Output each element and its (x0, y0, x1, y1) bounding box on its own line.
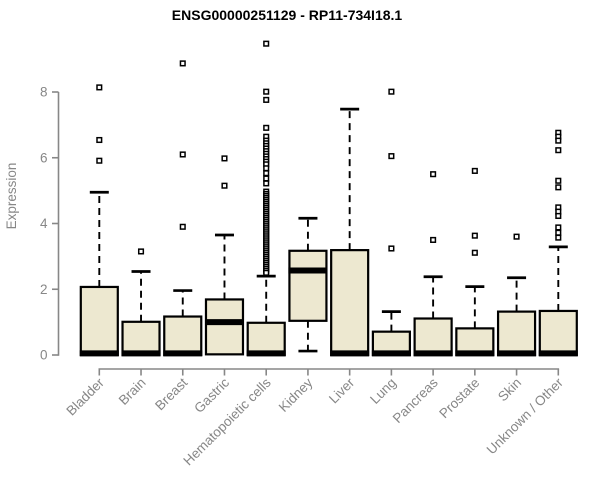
outlier-point (137, 248, 145, 255)
outlier-point (221, 155, 228, 162)
x-tick-label: Liver (326, 375, 358, 407)
outlier-point (430, 236, 437, 243)
box-group (538, 129, 578, 357)
outlier-point (388, 245, 395, 252)
y-tick-label: 8 (40, 85, 48, 100)
outlier-point (179, 60, 186, 67)
box-group (496, 233, 537, 357)
outlier-point (263, 269, 270, 276)
iqr-box (538, 309, 578, 357)
box-group (163, 60, 203, 357)
outlier-point (96, 84, 103, 91)
outlier-point (430, 171, 437, 178)
iqr-box (79, 285, 119, 357)
outlier-point (555, 234, 562, 241)
box-group (204, 155, 245, 356)
x-tick-label: Lung (367, 375, 399, 407)
y-tick-label: 0 (40, 348, 48, 363)
outlier-point (555, 137, 562, 144)
outlier-point (263, 96, 270, 103)
iqr-box (246, 321, 286, 357)
box-group (288, 216, 328, 353)
y-tick-label: 6 (40, 150, 48, 165)
y-axis-label: Expression (4, 163, 19, 230)
iqr-box (413, 317, 453, 357)
iqr-box (330, 249, 370, 357)
outlier-point (471, 232, 478, 239)
box-group (246, 40, 286, 357)
box-group (79, 84, 119, 357)
outlier-point (555, 147, 562, 154)
box-group (455, 167, 495, 357)
x-tick-label: Bladder (63, 375, 107, 419)
outlier-point (263, 180, 270, 187)
x-tick-label: Skin (495, 375, 524, 404)
y-tick-label: 2 (40, 282, 48, 297)
outlier-point (555, 184, 562, 191)
iqr-box (288, 249, 328, 322)
iqr-box (204, 298, 245, 356)
outlier-point (263, 165, 270, 172)
iqr-box (163, 315, 203, 357)
x-tick-label: Breast (152, 375, 190, 413)
x-tick-label: Gastric (191, 375, 232, 416)
x-tick-label: Prostate (436, 375, 482, 421)
outlier-point (471, 167, 478, 174)
chart-title: ENSG00000251129 - RP11-734I18.1 (172, 7, 403, 23)
outlier-point (555, 229, 562, 236)
x-tick-label: Pancreas (390, 375, 441, 426)
iqr-box (496, 310, 537, 357)
y-tick-label: 4 (40, 216, 48, 231)
outlier-point (96, 136, 103, 144)
box-group (371, 88, 411, 357)
boxes-layer (79, 40, 578, 357)
outlier-point (513, 233, 520, 240)
outlier-point (263, 124, 270, 131)
outlier-point (263, 40, 270, 47)
outlier-point (263, 170, 270, 177)
outlier-point (388, 88, 395, 95)
outlier-point (263, 88, 270, 95)
outlier-point (555, 224, 562, 231)
outlier-point (96, 157, 103, 164)
x-tick-label: Unknown / Other (484, 375, 567, 458)
x-tick-label: Brain (116, 375, 149, 408)
outlier-point (471, 249, 478, 256)
outlier-point (555, 177, 562, 184)
outlier-point (221, 182, 228, 189)
iqr-box (121, 320, 161, 357)
outlier-point (179, 223, 186, 230)
box-group (413, 171, 453, 357)
outlier-point (388, 153, 395, 160)
outlier-point (263, 175, 270, 182)
box-group (121, 248, 161, 357)
outlier-point (555, 212, 562, 219)
box-group (330, 107, 370, 357)
outlier-point (179, 151, 186, 158)
x-tick-label: Kidney (276, 375, 316, 415)
